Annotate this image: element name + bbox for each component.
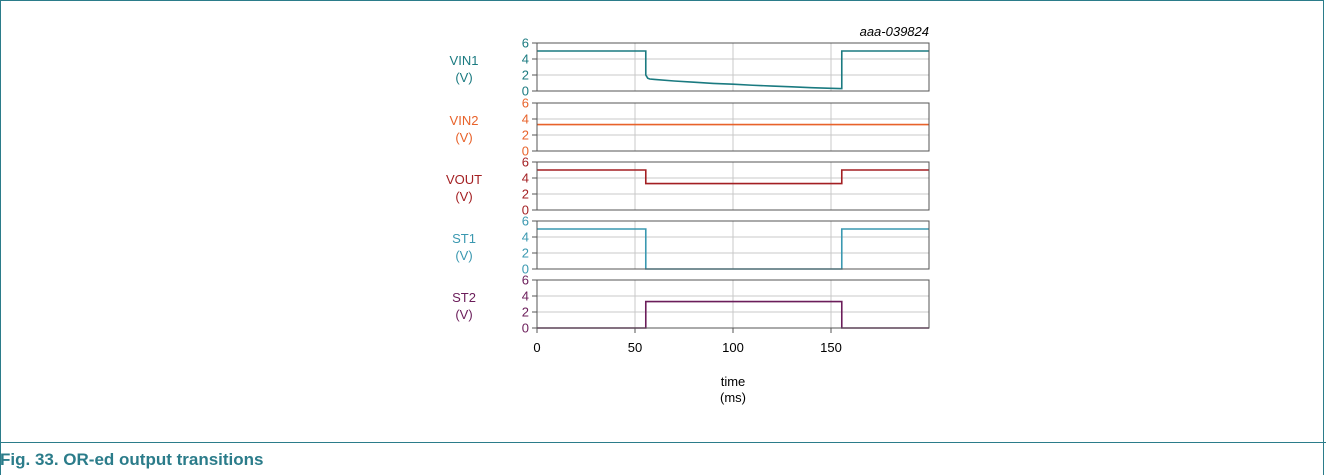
series-line-vout [537, 169, 929, 185]
y-tick-label: 0 [522, 144, 529, 159]
series-name-vin2: VIN2 [450, 113, 479, 128]
y-tick-label: 4 [522, 112, 529, 127]
series-unit-vout: (V) [455, 189, 472, 204]
y-tick-label: 0 [522, 84, 529, 99]
series-line-vin1 [537, 50, 929, 90]
series-name-vin1: VIN1 [450, 53, 479, 68]
series-unit-vin1: (V) [455, 70, 472, 85]
y-tick-label: 2 [522, 68, 529, 83]
figure-caption: Fig. 33. OR-ed output transitions [0, 450, 264, 469]
figure-id-label: aaa-039824 [860, 24, 929, 39]
figure-caption-bar: Fig. 33. OR-ed output transitions [0, 442, 1326, 475]
x-tick-label: 100 [722, 340, 744, 355]
y-tick-label: 6 [522, 155, 529, 170]
y-tick-label: 4 [522, 171, 529, 186]
panel-frame [536, 161, 930, 211]
x-axis-label: time [721, 374, 746, 389]
x-axis: 0 50 100 150 [533, 328, 842, 355]
y-tick-label: 0 [522, 262, 529, 277]
y-tick-label: 6 [522, 273, 529, 288]
series-unit-st2: (V) [455, 307, 472, 322]
chart-panels: 0246VIN1(V)0246VIN2(V)0246VOUT(V)0246ST1… [446, 36, 930, 336]
y-tick-label: 6 [522, 214, 529, 229]
panel-frame [536, 102, 930, 152]
y-tick-label: 2 [522, 187, 529, 202]
y-tick-label: 4 [522, 230, 529, 245]
y-tick-label: 4 [522, 289, 529, 304]
y-tick-label: 6 [522, 36, 529, 51]
y-tick-label: 4 [522, 52, 529, 67]
y-tick-label: 6 [522, 96, 529, 111]
y-tick-label: 0 [522, 321, 529, 336]
panel-frame [536, 42, 930, 92]
panel-frame [536, 220, 930, 270]
y-tick-label: 2 [522, 128, 529, 143]
series-unit-st1: (V) [455, 248, 472, 263]
y-tick-label: 2 [522, 305, 529, 320]
x-axis-unit: (ms) [720, 390, 746, 405]
series-name-st1: ST1 [452, 231, 476, 246]
series-name-vout: VOUT [446, 172, 482, 187]
x-tick-label: 0 [533, 340, 540, 355]
x-tick-label: 50 [628, 340, 642, 355]
y-tick-label: 2 [522, 246, 529, 261]
y-tick-label: 0 [522, 203, 529, 218]
series-unit-vin2: (V) [455, 130, 472, 145]
oscilloscope-chart: aaa-039824 0246VIN1(V)0246VIN2(V)0246VOU… [446, 24, 930, 405]
series-name-st2: ST2 [452, 290, 476, 305]
x-tick-label: 150 [820, 340, 842, 355]
